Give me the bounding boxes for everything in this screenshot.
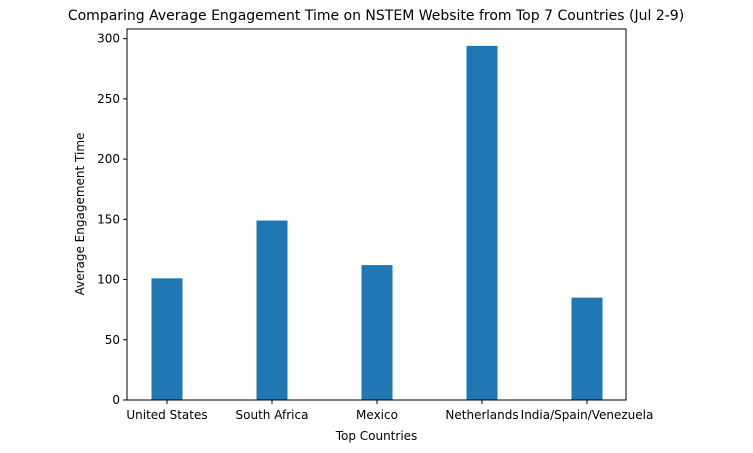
y-tick-label: 250 xyxy=(97,92,120,106)
bars-group xyxy=(151,45,603,400)
x-tick-label: India/Spain/Venezuela xyxy=(521,408,654,422)
x-axis: United States South Africa Mexico Netherlan… xyxy=(126,400,653,422)
bar-mexico xyxy=(361,265,393,400)
y-axis-label: Average Engagement Time xyxy=(73,133,87,296)
y-tick-label: 300 xyxy=(97,32,120,46)
x-tick-label: Mexico xyxy=(356,408,398,422)
y-tick-label: 50 xyxy=(105,333,120,347)
bar-south-africa xyxy=(256,220,288,400)
x-tick-label: Netherlands xyxy=(445,408,518,422)
chart-title: Comparing Average Engagement Time on NST… xyxy=(68,8,684,24)
y-axis: 0 50 100 150 200 250 300 xyxy=(97,32,127,407)
x-tick-label: United States xyxy=(126,408,207,422)
bar-netherlands xyxy=(466,45,498,400)
x-tick-label: South Africa xyxy=(236,408,309,422)
y-tick-label: 150 xyxy=(97,212,120,226)
y-tick-label: 100 xyxy=(97,273,120,287)
plot-frame xyxy=(126,28,627,401)
x-axis-label: Top Countries xyxy=(335,429,418,443)
y-tick-label: 0 xyxy=(112,393,120,407)
bar-united-states xyxy=(151,278,183,400)
bar-india-spain-venezuela xyxy=(571,297,603,400)
y-tick-label: 200 xyxy=(97,152,120,166)
